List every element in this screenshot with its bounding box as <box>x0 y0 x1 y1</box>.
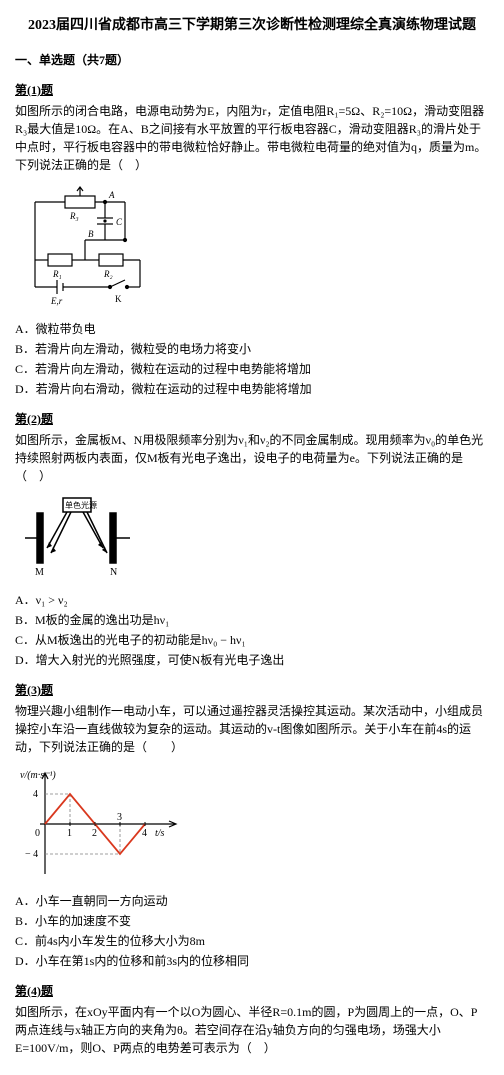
q3-options: A．小车一直朝同一方向运动 B．小车的加速度不变 C．前4s内小车发生的位移大小… <box>15 892 489 970</box>
q1-body: 如图所示的闭合电路，电源电动势为E，内阻为r，定值电阻R₁=5Ω、R₂=10Ω，… <box>15 102 489 174</box>
q3-optC: C．前4s内小车发生的位移大小为8m <box>15 932 489 950</box>
label-M: M <box>35 567 44 578</box>
svg-text:4: 4 <box>142 828 147 839</box>
q2-optB: B．M板的金属的逸出功是hν₁ <box>15 611 489 629</box>
svg-text:1: 1 <box>67 828 72 839</box>
q2-optC: C．从M板逸出的光电子的初动能是hν₀ − hν₁ <box>15 631 489 649</box>
svg-text:R₃: R₃ <box>69 211 79 221</box>
svg-text:A: A <box>108 190 115 200</box>
q3-optB: B．小车的加速度不变 <box>15 912 489 930</box>
q1-circuit-diagram: A C R₁ B <box>15 182 489 312</box>
q2-body: 如图所示，金属板M、N用极限频率分别为ν₁和ν₂的不同金属制成。现用频率为ν₀的… <box>15 431 489 485</box>
q1-header: 第(1)题 <box>15 81 489 99</box>
q3-body: 物理兴趣小组制作一电动小车，可以通过遥控器灵活操控其运动。某次活动中，小组成员操… <box>15 702 489 756</box>
svg-text:v/(m·s⁻¹): v/(m·s⁻¹) <box>20 770 56 781</box>
svg-text:− 4: − 4 <box>25 849 38 860</box>
svg-text:3: 3 <box>117 812 122 823</box>
svg-text:4: 4 <box>33 789 38 800</box>
q2-optD: D．增大入射光的光照强度，可使N板有光电子逸出 <box>15 651 489 669</box>
svg-text:R₂: R₂ <box>103 269 113 279</box>
q1-optD: D．若滑片向右滑动，微粒在运动的过程中电势能将增加 <box>15 380 489 398</box>
q1-optC: C．若滑片向左滑动，微粒在运动的过程中电势能将增加 <box>15 360 489 378</box>
q2-header: 第(2)题 <box>15 410 489 428</box>
svg-text:C: C <box>116 217 123 227</box>
q2-options: A．ν₁ > ν₂ B．M板的金属的逸出功是hν₁ C．从M板逸出的光电子的初动… <box>15 591 489 669</box>
svg-text:2: 2 <box>92 828 97 839</box>
label-N: N <box>110 567 117 578</box>
q3-optD: D．小车在第1s内的位移和前3s内的位移相同 <box>15 952 489 970</box>
q1-optB: B．若滑片向左滑动，微粒受的电场力将变小 <box>15 340 489 358</box>
svg-text:R₁: R₁ <box>52 269 62 279</box>
svg-text:0: 0 <box>35 828 40 839</box>
page-title: 2023届四川省成都市高三下学期第三次诊断性检测理综全真演练物理试题 <box>15 15 489 36</box>
q3-header: 第(3)题 <box>15 681 489 699</box>
q2-photoelectric-diagram: 单色光源 M N <box>15 493 489 583</box>
section-header: 一、单选题（共7题） <box>15 51 489 69</box>
q2-optA: A．ν₁ > ν₂ <box>15 591 489 609</box>
svg-text:单色光源: 单色光源 <box>65 500 97 510</box>
q3-optA: A．小车一直朝同一方向运动 <box>15 892 489 910</box>
q1-optA: A．微粒带负电 <box>15 320 489 338</box>
q3-vt-graph: v/(m·s⁻¹) 4 − 4 0 1 2 3 4 t/s <box>15 764 489 884</box>
svg-text:B: B <box>88 229 94 239</box>
q4-header: 第(4)题 <box>15 982 489 1000</box>
q1-options: A．微粒带负电 B．若滑片向左滑动，微粒受的电场力将变小 C．若滑片向左滑动，微… <box>15 320 489 398</box>
svg-text:K: K <box>115 294 122 304</box>
q4-body: 如图所示，在xOy平面内有一个以O为圆心、半径R=0.1m的圆，P为圆周上的一点… <box>15 1003 489 1057</box>
svg-text:E,r: E,r <box>50 296 63 306</box>
svg-text:t/s: t/s <box>155 828 165 839</box>
